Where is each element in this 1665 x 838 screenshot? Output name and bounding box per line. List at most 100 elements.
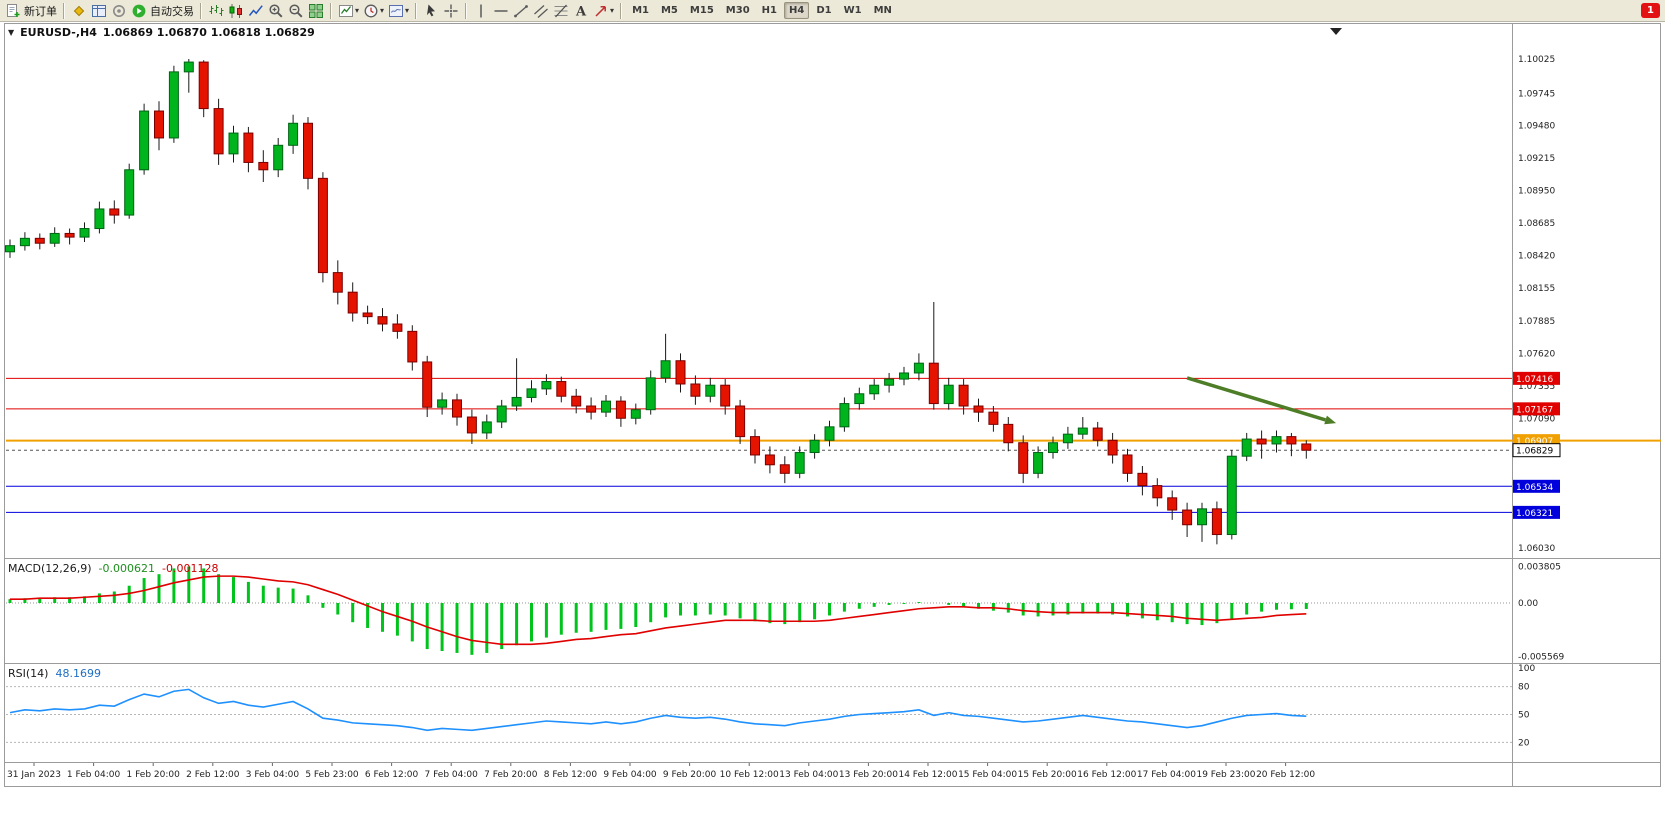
candle bbox=[720, 379, 731, 415]
candle bbox=[49, 227, 60, 247]
toolbar-separator bbox=[330, 2, 332, 19]
candle bbox=[496, 399, 507, 429]
timeframe-d1-button[interactable]: D1 bbox=[816, 5, 832, 16]
navigator-button[interactable] bbox=[109, 1, 129, 21]
candlestick-chart-button[interactable] bbox=[226, 1, 246, 21]
trendline-button[interactable] bbox=[511, 1, 531, 21]
rsi-label: RSI(14) 48.1699 bbox=[8, 667, 101, 680]
timeframe-h1-button[interactable]: H1 bbox=[761, 5, 777, 16]
svg-text:15 Feb 20:00: 15 Feb 20:00 bbox=[1018, 770, 1077, 780]
zoom-out-button[interactable] bbox=[286, 1, 306, 21]
svg-text:1.06534: 1.06534 bbox=[1516, 483, 1553, 493]
horizontal-lines-layer[interactable] bbox=[6, 377, 1661, 513]
equidistant-channel-button[interactable] bbox=[531, 1, 551, 21]
candle bbox=[168, 65, 179, 143]
candle bbox=[466, 409, 477, 444]
fibonacci-button[interactable] bbox=[551, 1, 571, 21]
candle bbox=[19, 232, 30, 251]
candle bbox=[526, 380, 537, 403]
candle bbox=[34, 233, 45, 250]
candle bbox=[303, 117, 313, 190]
new-order-button[interactable]: 新订单 bbox=[3, 1, 59, 21]
time-axis[interactable]: 31 Jan 2023 1 Feb 04:00 1 Feb 20:00 2 Feb 1… bbox=[7, 763, 1315, 780]
svg-text:1.10025: 1.10025 bbox=[1518, 55, 1555, 65]
one-click-collapse-icon[interactable]: ▼ bbox=[8, 28, 15, 37]
timeframe-h4-button[interactable]: H4 bbox=[783, 2, 810, 19]
candle bbox=[258, 150, 269, 183]
arrow-tools-icon bbox=[593, 3, 609, 19]
trendline-icon bbox=[513, 3, 529, 19]
svg-text:0.003805: 0.003805 bbox=[1518, 562, 1561, 572]
candle bbox=[601, 395, 611, 418]
text-tool-button[interactable]: A bbox=[571, 1, 591, 21]
candle bbox=[213, 98, 224, 165]
candle bbox=[1256, 430, 1267, 459]
price-axis[interactable]: 1.10025 1.09745 1.09480 1.09215 1.08950 1.086… bbox=[1512, 55, 1564, 748]
timeframe-m1-button[interactable]: M1 bbox=[632, 5, 649, 16]
crosshair-button[interactable] bbox=[441, 1, 461, 21]
arrow-tools-button[interactable]: ▾ bbox=[591, 1, 616, 21]
svg-text:6 Feb 12:00: 6 Feb 12:00 bbox=[365, 770, 419, 780]
svg-text:1.06907: 1.06907 bbox=[1516, 437, 1553, 447]
candle bbox=[705, 377, 716, 403]
candle bbox=[481, 414, 492, 440]
svg-text:7 Feb 04:00: 7 Feb 04:00 bbox=[425, 770, 479, 780]
trend-arrow-annotation[interactable] bbox=[1186, 376, 1337, 425]
line-chart-icon bbox=[248, 3, 264, 19]
candle bbox=[288, 114, 299, 154]
candle bbox=[973, 398, 984, 422]
svg-text:1.07885: 1.07885 bbox=[1518, 317, 1555, 327]
bars-chart-button[interactable] bbox=[206, 1, 226, 21]
candle bbox=[228, 125, 239, 163]
macd-name: MACD(12,26,9) bbox=[8, 562, 92, 575]
svg-text:14 Feb 12:00: 14 Feb 12:00 bbox=[898, 770, 957, 780]
svg-text:7 Feb 20:00: 7 Feb 20:00 bbox=[484, 770, 538, 780]
crosshair-icon bbox=[443, 3, 459, 19]
market-watch-button[interactable] bbox=[89, 1, 109, 21]
candle bbox=[675, 353, 686, 393]
svg-text:1.09215: 1.09215 bbox=[1518, 154, 1555, 164]
notification-badge[interactable]: 1 bbox=[1641, 3, 1660, 18]
candle bbox=[690, 375, 701, 405]
new-chart-button[interactable]: ▾ bbox=[336, 1, 361, 21]
timeframe-mn-button[interactable]: MN bbox=[873, 5, 892, 16]
chart-window-frame bbox=[4, 23, 1661, 787]
candle bbox=[1003, 417, 1014, 452]
candle bbox=[437, 392, 448, 415]
cursor-button[interactable] bbox=[421, 1, 441, 21]
zoom-in-button[interactable] bbox=[266, 1, 286, 21]
candle bbox=[928, 301, 939, 410]
candle bbox=[750, 429, 760, 464]
candles-layer bbox=[5, 59, 1312, 545]
chart-shift-marker[interactable] bbox=[1330, 28, 1342, 35]
horizontal-line-button[interactable] bbox=[491, 1, 511, 21]
periods-clock-icon bbox=[363, 3, 379, 19]
autotrade-button[interactable]: 自动交易 bbox=[129, 1, 196, 21]
candle bbox=[273, 137, 284, 178]
tile-windows-button[interactable] bbox=[306, 1, 326, 21]
line-chart-button[interactable] bbox=[246, 1, 266, 21]
timeframe-m5-button[interactable]: M5 bbox=[660, 5, 678, 16]
candle bbox=[1211, 501, 1222, 545]
timeframe-m30-button[interactable]: M30 bbox=[725, 5, 750, 16]
templates-button[interactable]: ▾ bbox=[386, 1, 411, 21]
candle bbox=[615, 396, 626, 427]
vertical-line-icon bbox=[473, 3, 489, 19]
periods-button[interactable]: ▾ bbox=[361, 1, 386, 21]
candle bbox=[645, 370, 656, 415]
templates-icon bbox=[388, 3, 404, 19]
candle bbox=[79, 222, 90, 242]
navigator-icon bbox=[111, 3, 127, 19]
candle bbox=[764, 446, 775, 474]
cursor-icon bbox=[423, 3, 439, 19]
candle bbox=[779, 456, 790, 484]
timeframe-w1-button[interactable]: W1 bbox=[843, 5, 862, 16]
candle bbox=[1137, 465, 1148, 496]
svg-text:10 Feb 12:00: 10 Feb 12:00 bbox=[720, 770, 779, 780]
fibonacci-icon bbox=[553, 3, 569, 19]
tile-windows-icon bbox=[308, 3, 324, 19]
quotes-button[interactable] bbox=[69, 1, 89, 21]
timeframe-m15-button[interactable]: M15 bbox=[689, 5, 714, 16]
vertical-line-button[interactable] bbox=[471, 1, 491, 21]
